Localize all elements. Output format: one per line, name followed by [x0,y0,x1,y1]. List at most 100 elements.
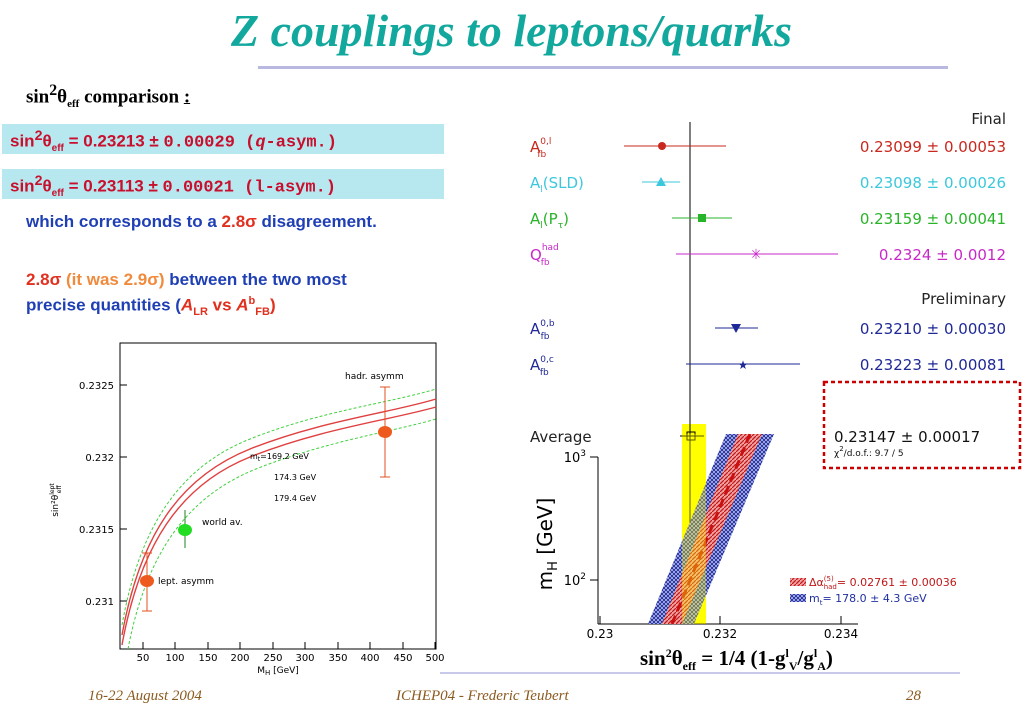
left-plot-frame [119,342,437,650]
mh-y-axis-label: mH [GeV] [533,498,561,591]
row-label-qfb: Qhad fb [530,243,559,268]
afb-b-value: 0.23210 ± 0.00030 [860,320,1006,338]
theory-curve-mt-174 [121,398,437,636]
result-error: 0.00029 ( [163,133,256,153]
result-sin: sin [10,131,35,151]
slide-title: Z couplings to leptons/quarks [230,5,793,56]
left-x-ticks: 50 100 150 200 250 300 350 400 450 500 [137,642,445,664]
average-highlight-box [822,380,1022,470]
x-tick-label: 400 [360,653,379,664]
mt-174-label: 174.3 GeV [274,473,317,482]
x-tick-label: 100 [165,653,184,664]
close-paren: ) [269,295,276,315]
al-ptau-marker [698,214,706,222]
mt-169-label: mt=169.2 GeV [250,452,309,463]
x-tick-label: 300 [295,653,314,664]
tension-previous: (it was 2.9σ) [61,270,165,289]
result-pm: ± [144,131,164,151]
comparison-heading: sin2θeff comparison : [26,82,190,110]
x-tick-label: 150 [198,653,217,664]
row-label-al-sld: Al(SLD) [530,174,584,195]
row-label-afb-c: A0,c fb [530,355,554,378]
result-sup: 2 [34,128,43,144]
mh-y-tick-label: 102 [564,572,586,589]
tension-text: between the two most [164,270,347,289]
hadr-asymm-label: hadr. asymm [345,372,404,382]
footer-page-number: 28 [906,688,921,704]
qfb-value: 0.2324 ± 0.0012 [879,246,1006,264]
l-asym-result: sin2θeff = 0.23113 ± 0.00021 (l-asym.) [10,173,336,199]
x-tick-label: 350 [328,653,347,664]
footer-date: 16-22 August 2004 [88,688,202,704]
average-band-overlay [682,434,706,624]
formula-eff: eff [682,659,696,674]
formula-slash: /g [797,646,814,670]
afb-l-marker [658,142,666,150]
average-label: Average [530,428,592,446]
footer-conference: ICHEP04 - Frederic Teubert [396,688,569,704]
qfb-marker: ✳ [750,247,762,263]
lept-asymm-point [140,575,154,587]
tension-note-line1: 2.8σ (it was 2.9σ) between the two most [26,270,347,290]
sin-sup: 2 [49,82,58,99]
disagreement-post: disagreement. [256,212,377,231]
afb-symbol: A [236,295,249,315]
formula-close: ) [825,646,833,670]
result-theta: θ [42,176,52,196]
hadr-asymm-point [378,426,392,438]
average-value: 0.23147 ± 0.00017 [834,428,980,446]
tension-value: 2.8σ [26,270,62,289]
result-sin: sin [10,176,35,196]
vs-text: vs [207,295,237,315]
preliminary-header: Preliminary [921,290,1006,308]
row-label-al-ptau: Al(Pτ) [530,210,569,231]
formula-g2-sup: l [813,646,818,660]
eff-sub: eff [67,98,80,111]
result-pm: ± [143,176,163,196]
formula-theta: θ [671,646,683,670]
x-tick-label: 250 [263,653,282,664]
formula-sin: sin [640,646,666,670]
comparison-text: comparison [79,86,184,108]
afb-l-value: 0.23099 ± 0.00053 [860,138,1006,156]
result-value: = 0.23113 [63,176,144,196]
right-chart-bg [528,104,1023,680]
coupling-formula: sin2θeff = 1/4 (1-glV/glA) [640,646,833,674]
average-chi2: χ2/d.o.f.: 9.7 / 5 [834,445,904,459]
result-error: 0.00021 (l-asym.) [162,178,336,198]
title-underline [258,66,948,69]
result-tail: -asym.) [265,133,337,153]
afb-b-marker [731,324,741,333]
mt-179-label: 179.4 GeV [274,494,317,503]
y-tick-label: 0.232 [85,453,114,464]
y-tick-label: 0.231 [85,597,114,608]
x-tick-label: 200 [230,653,249,664]
result-theta: θ [42,131,52,151]
final-header: Final [971,110,1006,128]
disagreement-value: 2.8σ [221,212,257,231]
alr-sub: LR [193,306,208,319]
legend-alpha-text: Δα(5) had= 0.02761 ± 0.00036 [809,575,957,591]
mh-x-tick-label: 0.232 [703,627,737,641]
y-tick-label: 0.2325 [79,381,114,392]
mh-y-tick-label: 103 [564,449,586,466]
al-ptau-value: 0.23159 ± 0.00041 [860,210,1006,228]
x-tick-label: 50 [137,653,150,664]
formula-sup: 2 [665,646,672,660]
result-value: = 0.23213 [63,131,145,151]
afb-sup: b [248,295,256,307]
comparison-colon: : [183,86,191,108]
left-y-axis-label: sin²θlepteff [49,483,63,517]
alr-symbol: A [180,295,194,315]
al-sld-marker [656,177,666,186]
theta-symbol: θ [57,86,68,108]
l-asym-result-box [2,169,444,199]
world-av-label: world av. [202,518,243,528]
theory-curve-mt-169 [121,406,437,646]
left-y-ticks: 0.2325 0.232 0.2315 0.231 [79,381,127,608]
row-label-afb-b: A0,b fb [530,319,555,342]
sin2theta-vs-mh-chart: 0.2325 0.232 0.2315 0.231 50 100 150 200… [49,342,445,675]
x-tick-label: 500 [425,653,444,664]
mh-x-tick-label: 0.23 [587,627,614,641]
afb-c-marker: ★ [738,358,749,372]
